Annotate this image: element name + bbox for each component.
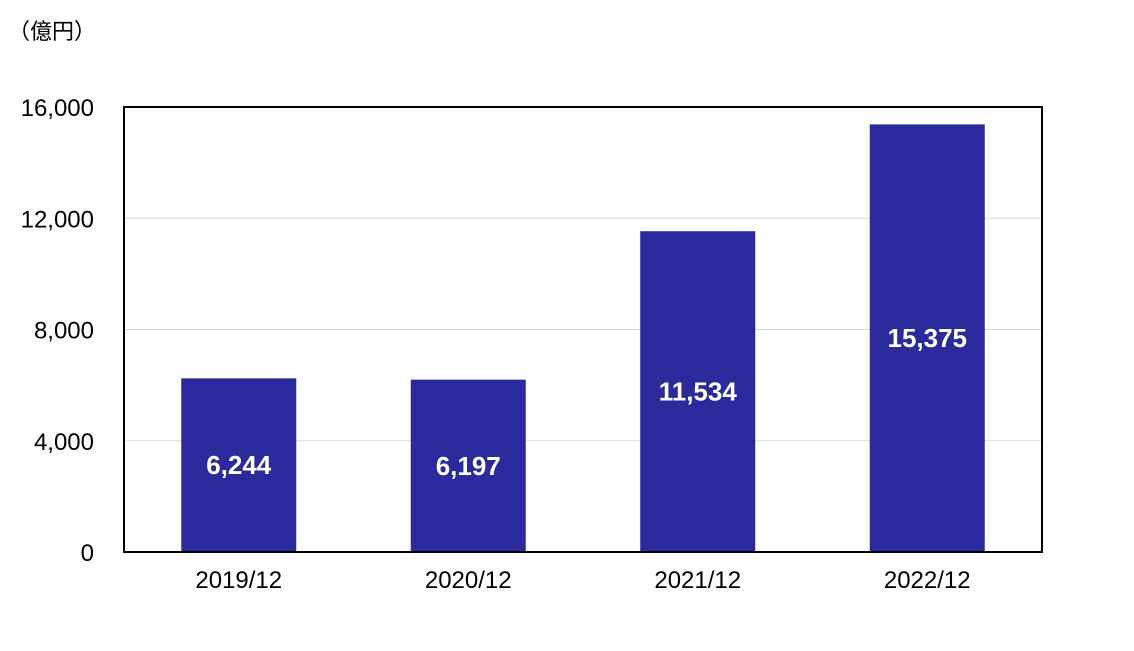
- x-category-label: 2019/12: [195, 567, 282, 594]
- bar-value-label: 6,244: [206, 450, 272, 480]
- x-category-label: 2020/12: [425, 567, 512, 594]
- y-tick-label: 12,000: [21, 206, 94, 233]
- bar-value-label: 6,197: [436, 451, 501, 481]
- y-axis-unit-label: （億円）: [8, 20, 97, 45]
- bar: [640, 231, 756, 552]
- bar: [869, 124, 985, 552]
- y-tick-label: 16,000: [21, 95, 94, 122]
- x-category-label: 2022/12: [884, 567, 971, 594]
- bar: [410, 379, 526, 552]
- y-axis-ticks: 0 4,000 8,000 12,000 16,000: [21, 95, 94, 567]
- bar-value-label: 11,534: [659, 377, 738, 407]
- y-tick-label: 4,000: [34, 429, 94, 456]
- bar: [181, 378, 297, 552]
- x-category-label: 2021/12: [654, 567, 741, 594]
- data-labels: 6,244 6,197 11,534 15,375: [206, 323, 967, 481]
- y-tick-label: 8,000: [34, 318, 94, 345]
- bars: [181, 124, 985, 552]
- x-axis-categories: 2019/12 2020/12 2021/12 2022/12: [195, 567, 970, 594]
- y-tick-label: 0: [81, 540, 94, 567]
- plot-area-frame: [123, 106, 1043, 553]
- bar-value-label: 15,375: [887, 323, 967, 353]
